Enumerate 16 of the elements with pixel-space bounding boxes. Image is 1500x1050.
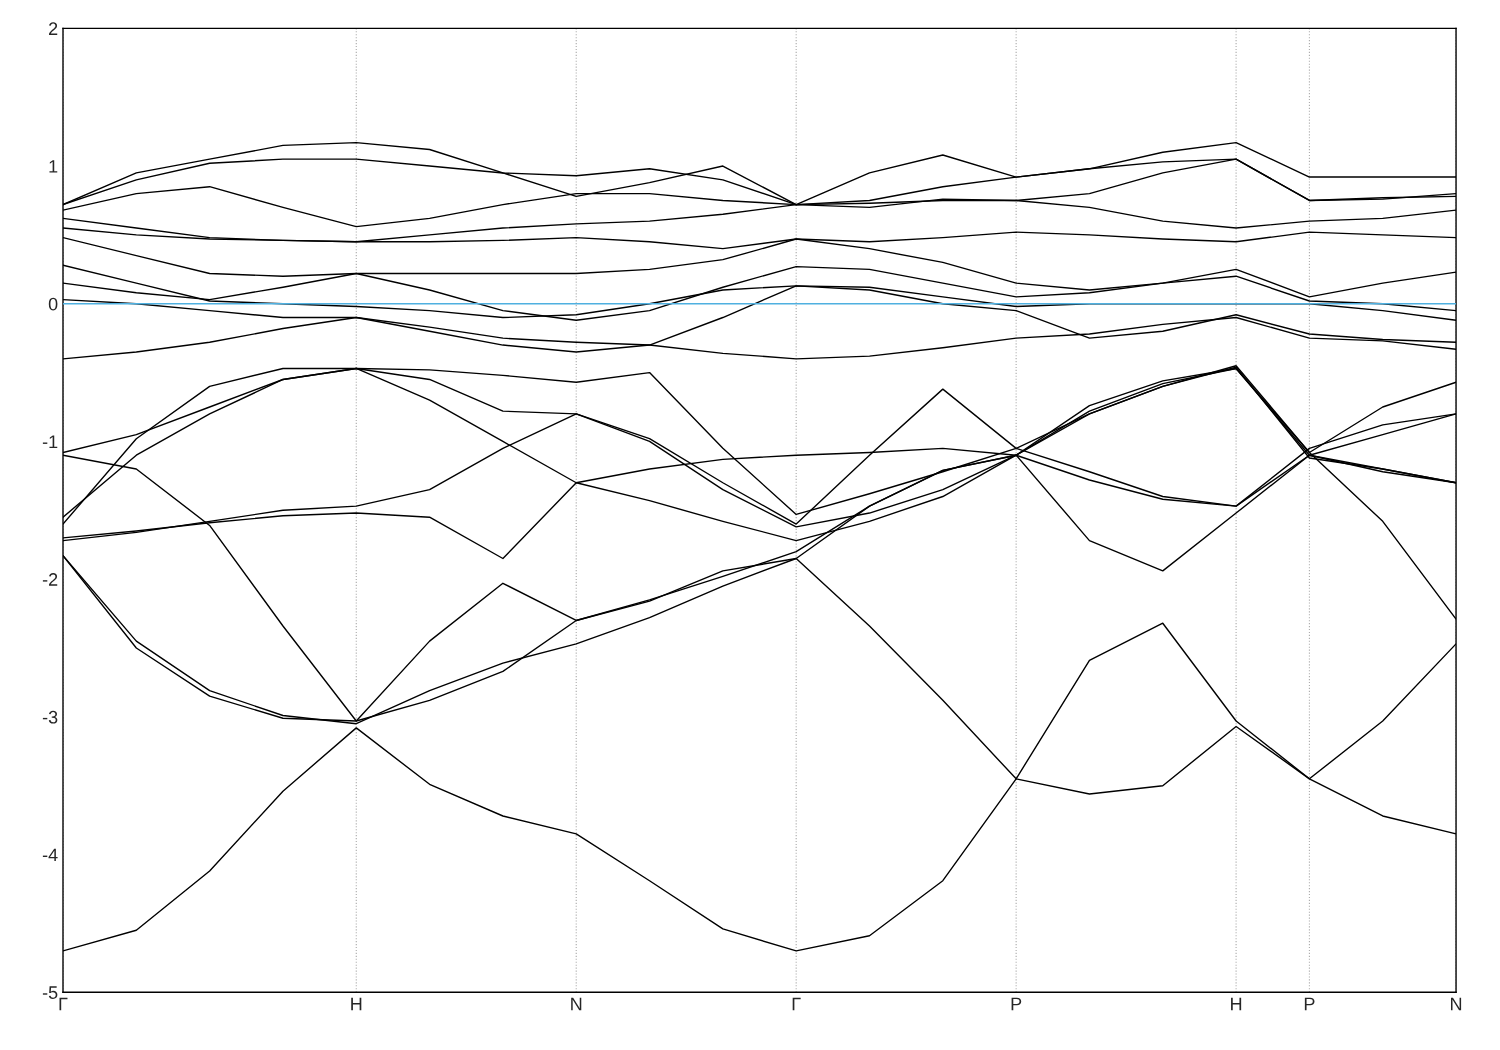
y-tick-label: -4	[42, 848, 58, 862]
x-tick-label: H	[351, 997, 362, 1011]
y-tick-label: -5	[42, 986, 58, 999]
y-tick-label: 2	[49, 22, 58, 35]
y-tick-label: 0	[48, 297, 58, 311]
y-tick-label: -3	[42, 710, 58, 724]
x-tick-label: N	[571, 997, 582, 1011]
y-tick-label: 1	[49, 160, 58, 173]
x-tick-label: H	[1231, 997, 1242, 1011]
x-tick-label: P	[1304, 997, 1315, 1011]
y-tick-label: -1	[42, 435, 58, 448]
x-tick-label: P	[1011, 997, 1022, 1011]
y-tick-label: -2	[42, 573, 58, 586]
x-tick-label: Γ	[59, 997, 68, 1011]
x-tick-label: Γ	[792, 997, 801, 1011]
x-tick-label: N	[1451, 997, 1462, 1011]
